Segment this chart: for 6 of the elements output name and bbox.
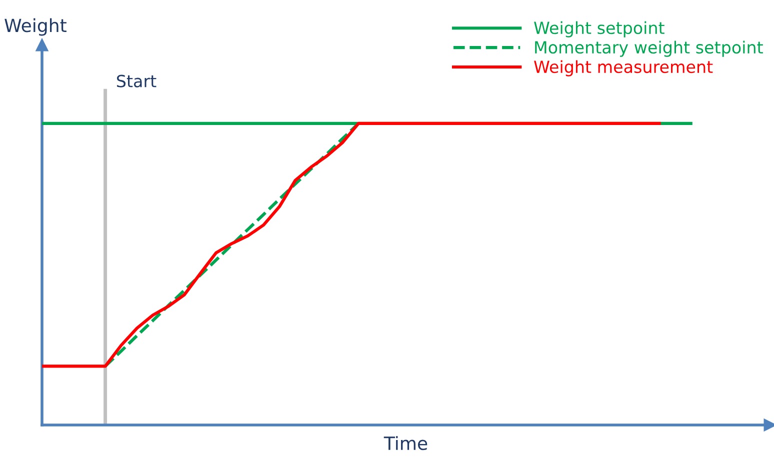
legend-label: Weight measurement [534,60,713,76]
legend-label: Momentary weight setpoint [535,40,763,57]
legend-label: Weight setpoint [534,21,664,38]
text: Start [117,74,156,88]
y-axis-title: Weight [4,18,66,36]
x-axis-title: Time [384,436,428,450]
